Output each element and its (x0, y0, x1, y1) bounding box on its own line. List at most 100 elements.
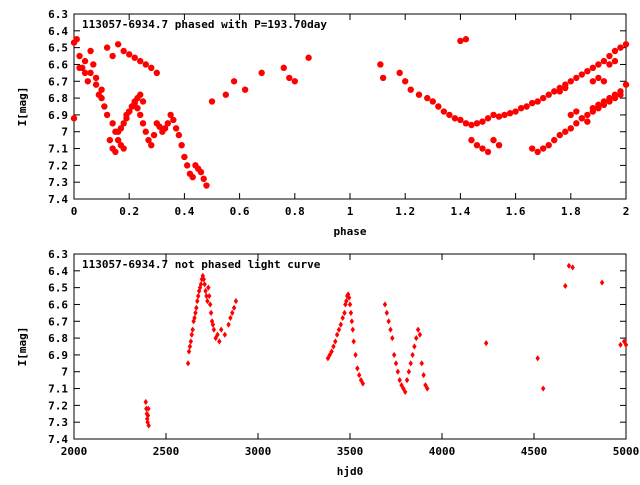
data-point (207, 301, 213, 308)
data-point (81, 57, 89, 65)
data-point (206, 284, 211, 291)
data-point (377, 61, 384, 68)
data-point (584, 111, 591, 119)
data-point (114, 41, 122, 48)
data-point (350, 326, 355, 333)
data-point (167, 111, 174, 119)
data-point (506, 110, 514, 117)
data-point (161, 125, 169, 132)
data-point (600, 57, 608, 65)
data-point (143, 398, 148, 406)
data-point (291, 78, 298, 85)
x-tick-label: 3500 (337, 445, 364, 458)
data-point (589, 64, 597, 72)
data-point (562, 84, 569, 92)
x-tick-label: 1.8 (561, 205, 581, 218)
data-point (210, 321, 216, 328)
data-point (215, 331, 220, 338)
data-points (143, 262, 629, 429)
data-point (172, 125, 180, 132)
data-point (421, 372, 426, 379)
data-point (208, 98, 216, 105)
data-point (611, 91, 619, 98)
data-point (417, 331, 423, 338)
y-tick-label: 7.1 (48, 143, 68, 156)
data-point (338, 321, 343, 328)
data-point (84, 78, 92, 85)
data-point (183, 162, 191, 169)
data-point (148, 141, 155, 149)
x-tick-label: 1.2 (395, 205, 415, 218)
data-point (534, 98, 541, 105)
plot-frame (73, 253, 627, 440)
y-tick-label: 6.9 (48, 349, 68, 362)
data-point (523, 103, 530, 110)
x-tick-label: 2000 (61, 445, 88, 458)
data-point (137, 111, 144, 119)
data-point (622, 41, 630, 48)
data-point (230, 78, 238, 85)
data-point (386, 318, 391, 325)
data-point (562, 128, 569, 135)
data-point (483, 340, 489, 347)
data-point (429, 98, 436, 105)
x-tick-label: 5000 (613, 445, 640, 458)
data-point (395, 368, 401, 375)
data-point (353, 351, 358, 358)
data-point (573, 120, 580, 127)
data-point (120, 120, 127, 127)
data-point (347, 301, 353, 308)
data-point (178, 141, 185, 149)
x-tick-label: 1.6 (506, 205, 526, 218)
data-point (563, 282, 568, 290)
data-point (566, 262, 572, 269)
data-point (145, 412, 151, 419)
data-point (120, 47, 127, 55)
data-point (457, 37, 464, 45)
x-tick-label: 2500 (153, 445, 180, 458)
data-point (578, 71, 586, 78)
data-point (541, 385, 546, 392)
data-point (340, 314, 345, 321)
data-point (490, 111, 497, 119)
data-point (187, 343, 193, 350)
data-point (419, 360, 424, 367)
data-point (126, 108, 133, 115)
data-point (528, 145, 536, 152)
data-point (473, 120, 481, 127)
data-point (414, 335, 419, 342)
data-point (390, 335, 395, 342)
data-point (109, 52, 116, 60)
x-tick-label: 0.2 (119, 205, 139, 218)
data-point (462, 36, 470, 43)
data-point (203, 182, 210, 189)
data-point (222, 91, 229, 98)
data-point (397, 377, 402, 384)
data-point (98, 94, 105, 102)
data-point (336, 326, 342, 333)
y-tick-label: 7.1 (48, 383, 68, 396)
data-point (462, 120, 470, 127)
data-point (70, 115, 78, 122)
data-point (457, 116, 464, 124)
data-point (551, 136, 558, 144)
data-point (567, 78, 574, 85)
y-tick-label: 6.5 (48, 282, 68, 295)
y-tick-label: 6.7 (48, 315, 68, 328)
data-point (81, 69, 89, 77)
data-point (203, 287, 208, 295)
chart-title: 113057-6934.7 phased with P=193.70day (82, 18, 327, 31)
data-point (142, 61, 149, 68)
data-point (606, 61, 613, 68)
data-point (120, 145, 127, 152)
data-point (384, 309, 389, 316)
data-point (87, 69, 94, 77)
data-point (207, 292, 212, 300)
data-point (622, 81, 630, 88)
data-point (425, 385, 430, 392)
data-point (617, 88, 624, 95)
x-axis-label: phase (333, 225, 366, 238)
data-point (379, 74, 387, 82)
x-tick-label: 2 (623, 205, 630, 218)
